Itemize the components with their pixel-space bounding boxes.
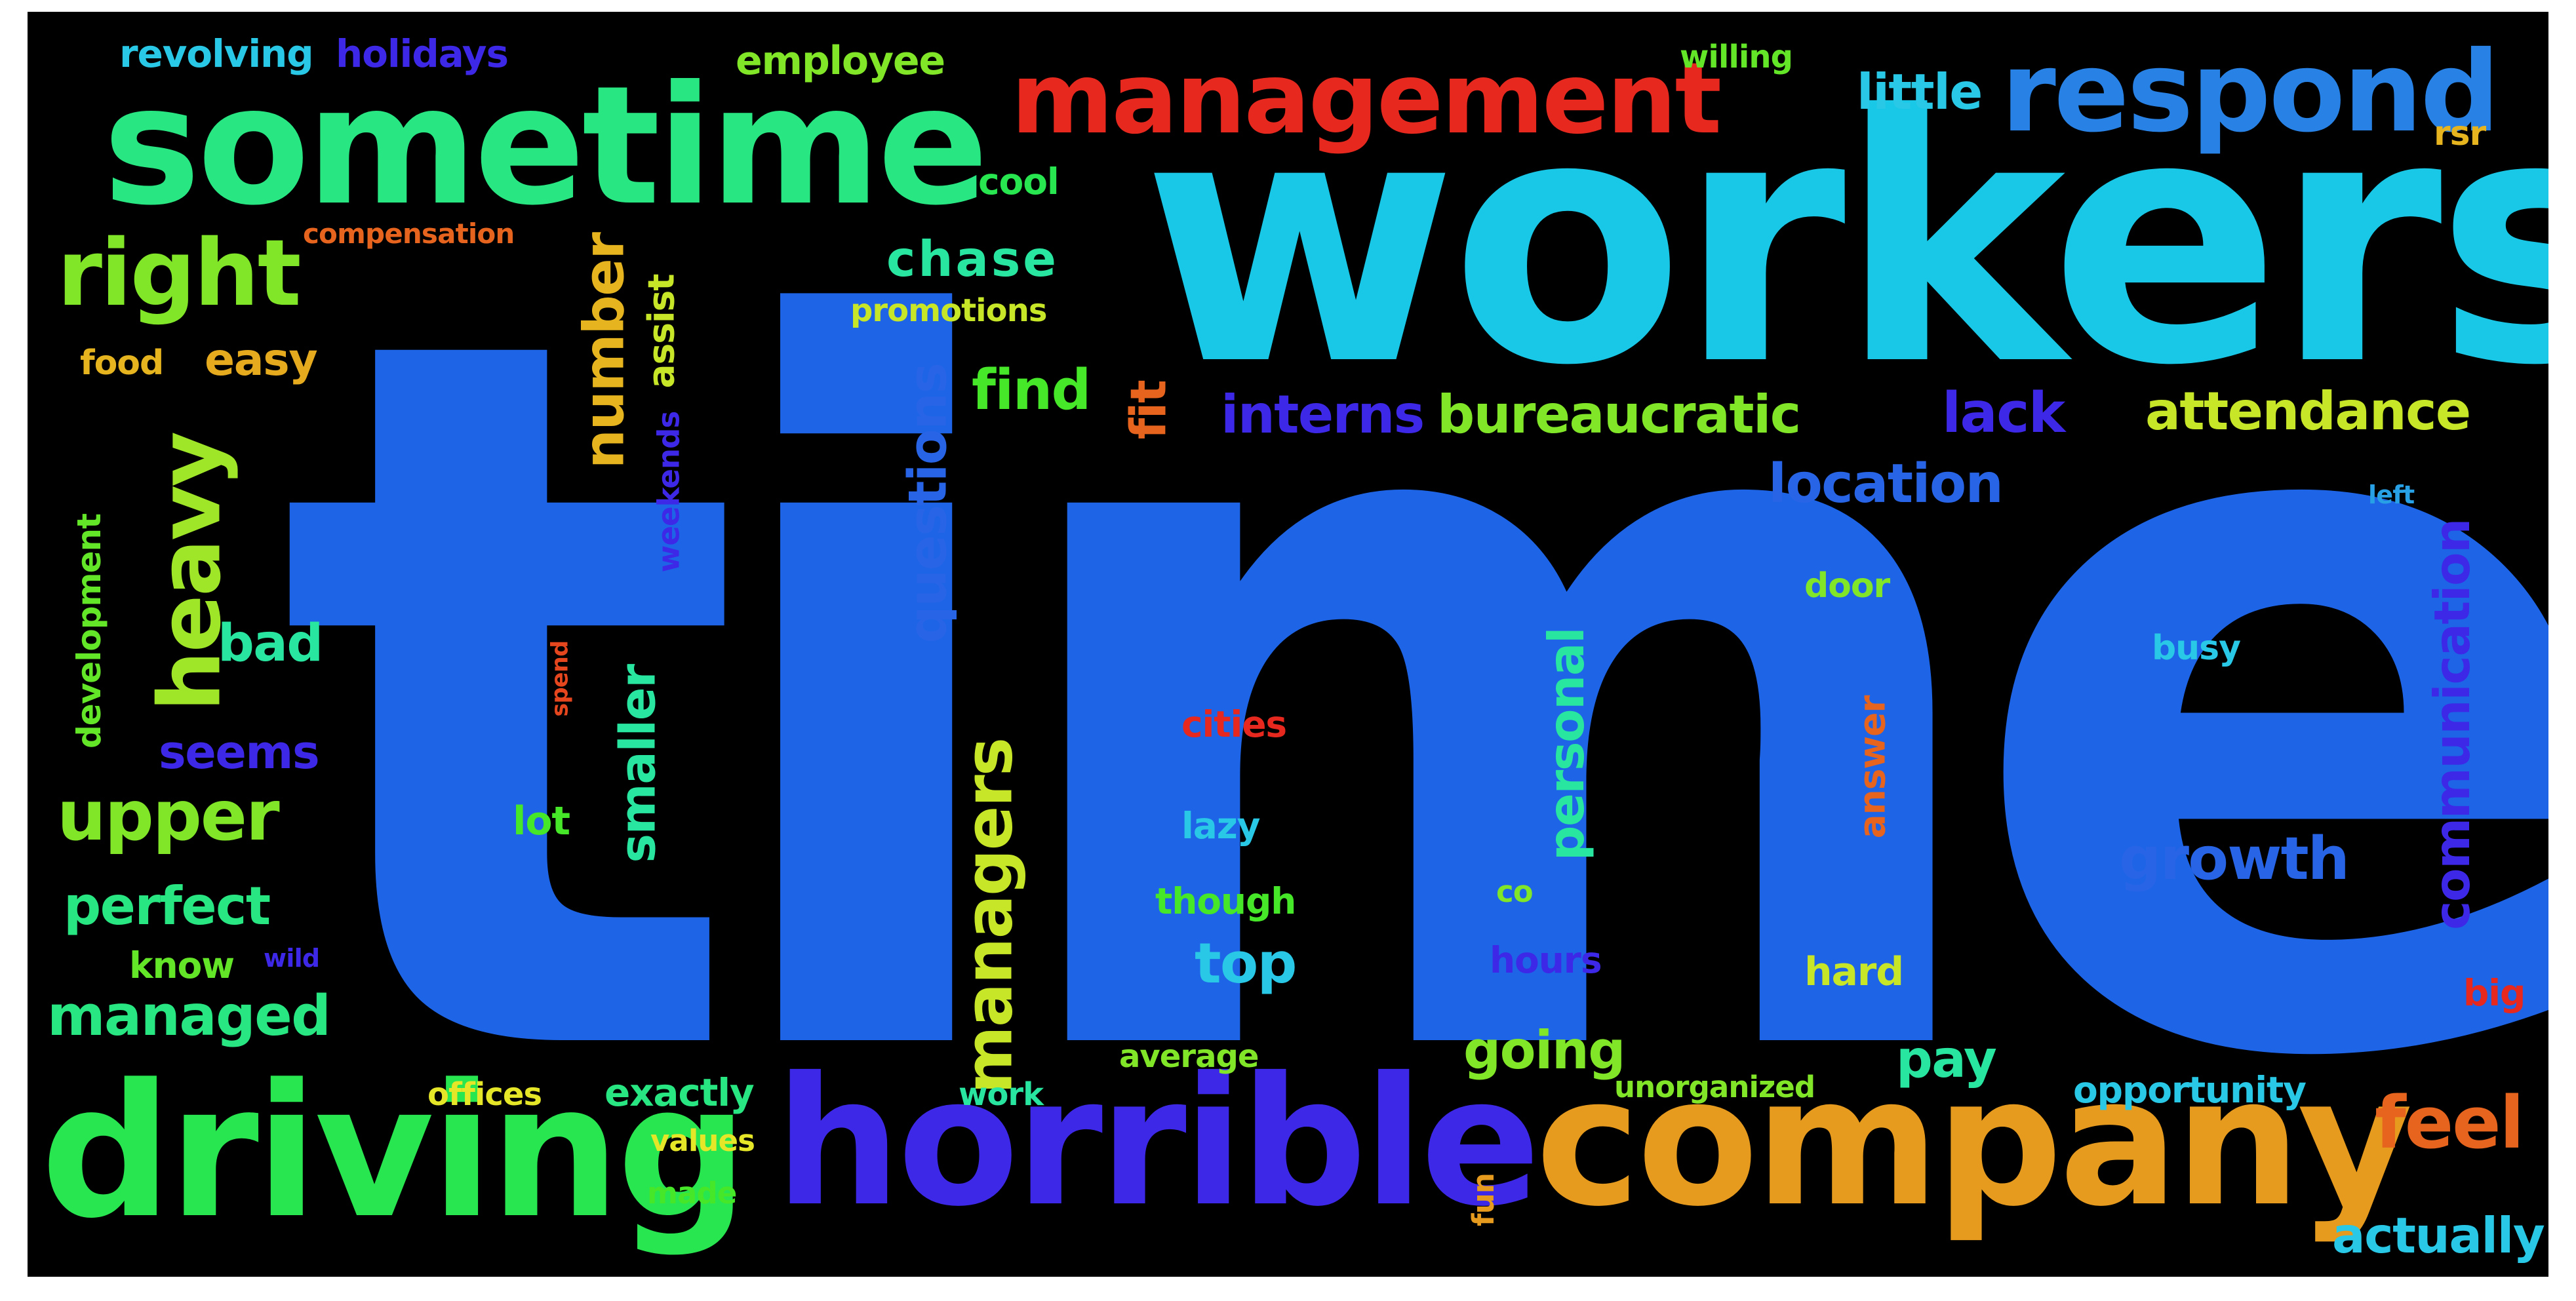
word-feel: feel [2375, 1081, 2524, 1165]
word-number: number [572, 233, 637, 469]
word-left: left [2368, 480, 2415, 509]
word-compensation: compensation [303, 218, 515, 250]
word-right: right [57, 220, 302, 327]
word-though: though [1155, 880, 1296, 922]
word-big: big [2463, 972, 2526, 1014]
word-smaller: smaller [608, 665, 667, 863]
word-find: find [972, 358, 1091, 423]
word-going: going [1463, 1020, 1625, 1081]
word-promotions: promotions [850, 292, 1047, 329]
word-cool: cool [978, 161, 1060, 203]
word-values: values [650, 1123, 755, 1158]
word-door: door [1804, 566, 1890, 606]
word-answer: answer [1851, 695, 1893, 839]
word-assist: assist [640, 274, 683, 389]
word-revolving: revolving [119, 31, 314, 76]
word-seems: seems [159, 726, 320, 779]
word-sometime: sometime [103, 50, 989, 241]
word-management: management [1011, 42, 1722, 156]
word-spend: spend [547, 640, 574, 717]
word-company: company [1536, 1039, 2413, 1245]
word-know: know [129, 944, 235, 986]
word-attendance: attendance [2145, 381, 2471, 442]
word-bureaucratic: bureaucratic [1437, 384, 1801, 445]
word-personal: personal [1537, 627, 1596, 861]
word-time: time [277, 128, 2548, 1272]
word-managed: managed [47, 984, 331, 1049]
word-respond: respond [2001, 28, 2500, 157]
word-bad: bad [218, 614, 323, 673]
word-lack: lack [1942, 381, 2065, 446]
word-exactly: exactly [604, 1070, 755, 1115]
word-work: work [959, 1076, 1044, 1113]
word-horrible: horrible [775, 1039, 1541, 1245]
word-wild: wild [264, 944, 320, 973]
word-fit: fit [1119, 380, 1178, 440]
word-opportunity: opportunity [2073, 1069, 2307, 1111]
word-perfect: perfect [64, 876, 271, 937]
word-little: little [1857, 63, 1983, 121]
word-easy: easy [205, 334, 318, 386]
word-cloud: time workers sometime management respond… [28, 12, 2548, 1277]
word-pay: pay [1896, 1030, 1997, 1089]
word-interns: interns [1221, 384, 1425, 445]
word-rsr: rsr [2434, 114, 2486, 153]
word-hours: hours [1490, 939, 1602, 981]
word-development: development [70, 514, 108, 748]
word-made: made [647, 1176, 737, 1211]
word-employee: employee [736, 38, 945, 84]
word-communication: communication [2423, 519, 2481, 930]
word-food: food [80, 343, 164, 383]
word-fun: fun [1465, 1173, 1501, 1226]
word-workers: workers [1142, 43, 2548, 440]
word-lot: lot [513, 798, 570, 844]
word-actually: actually [2332, 1207, 2545, 1264]
word-hard: hard [1804, 949, 1904, 995]
word-growth: growth [2119, 825, 2350, 893]
word-busy: busy [2152, 629, 2241, 668]
word-driving: driving [41, 1045, 748, 1259]
word-questions: questions [897, 363, 959, 644]
word-average: average [1119, 1038, 1259, 1075]
word-lazy: lazy [1181, 805, 1261, 847]
word-cities: cities [1181, 703, 1287, 745]
word-upper: upper [57, 776, 280, 856]
word-top: top [1195, 931, 1297, 996]
word-unorganized: unorganized [1614, 1070, 1815, 1104]
word-holidays: holidays [336, 31, 509, 76]
word-offices: offices [427, 1076, 542, 1113]
word-weekends: weekends [651, 411, 686, 573]
word-managers: managers [950, 738, 1027, 1095]
word-willing: willing [1680, 39, 1793, 75]
word-co: co [1496, 874, 1534, 909]
word-chase: chase [886, 230, 1059, 288]
word-location: location [1768, 453, 2004, 515]
